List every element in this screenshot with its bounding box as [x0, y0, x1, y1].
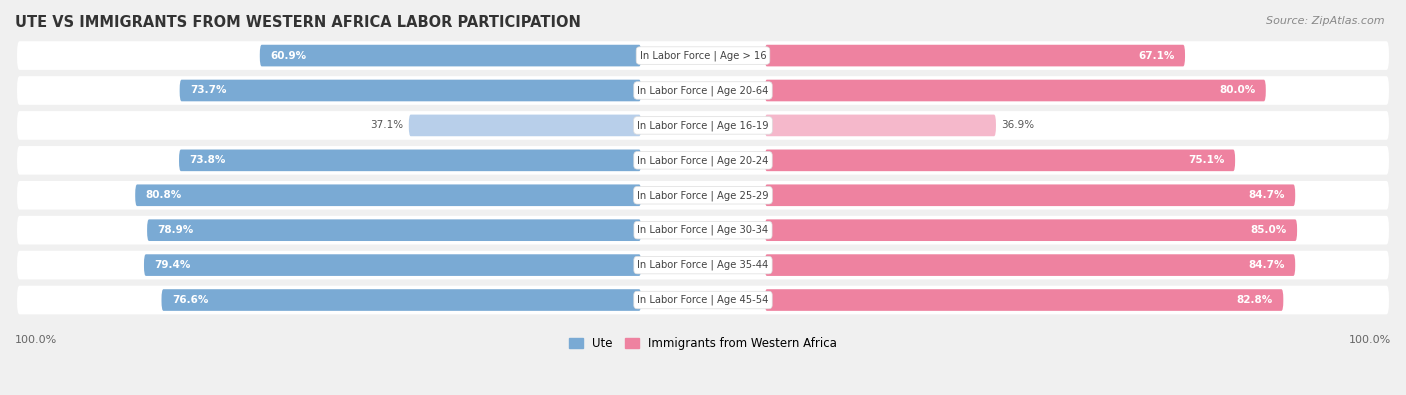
Legend: Ute, Immigrants from Western Africa: Ute, Immigrants from Western Africa: [562, 331, 844, 356]
FancyBboxPatch shape: [765, 80, 1265, 102]
Text: 67.1%: 67.1%: [1139, 51, 1174, 60]
Text: 80.8%: 80.8%: [146, 190, 181, 200]
Text: 36.9%: 36.9%: [1001, 120, 1035, 130]
Text: 75.1%: 75.1%: [1188, 155, 1225, 166]
Text: UTE VS IMMIGRANTS FROM WESTERN AFRICA LABOR PARTICIPATION: UTE VS IMMIGRANTS FROM WESTERN AFRICA LA…: [15, 15, 581, 30]
FancyBboxPatch shape: [162, 289, 641, 311]
Text: In Labor Force | Age 45-54: In Labor Force | Age 45-54: [637, 295, 769, 305]
FancyBboxPatch shape: [17, 216, 1389, 245]
FancyBboxPatch shape: [17, 111, 1389, 140]
Text: In Labor Force | Age 20-24: In Labor Force | Age 20-24: [637, 155, 769, 166]
FancyBboxPatch shape: [180, 80, 641, 102]
FancyBboxPatch shape: [17, 181, 1389, 210]
Text: In Labor Force | Age 25-29: In Labor Force | Age 25-29: [637, 190, 769, 201]
Text: In Labor Force | Age > 16: In Labor Force | Age > 16: [640, 50, 766, 61]
FancyBboxPatch shape: [260, 45, 641, 66]
Text: 84.7%: 84.7%: [1249, 260, 1285, 270]
FancyBboxPatch shape: [143, 254, 641, 276]
Text: 73.7%: 73.7%: [190, 85, 226, 96]
Text: In Labor Force | Age 30-34: In Labor Force | Age 30-34: [637, 225, 769, 235]
FancyBboxPatch shape: [17, 146, 1389, 175]
FancyBboxPatch shape: [17, 251, 1389, 279]
Text: 84.7%: 84.7%: [1249, 190, 1285, 200]
Text: 80.0%: 80.0%: [1219, 85, 1256, 96]
FancyBboxPatch shape: [765, 150, 1234, 171]
Text: 100.0%: 100.0%: [1348, 335, 1391, 345]
Text: In Labor Force | Age 20-64: In Labor Force | Age 20-64: [637, 85, 769, 96]
Text: 73.8%: 73.8%: [190, 155, 226, 166]
Text: 85.0%: 85.0%: [1250, 225, 1286, 235]
FancyBboxPatch shape: [765, 289, 1284, 311]
Text: 37.1%: 37.1%: [370, 120, 404, 130]
FancyBboxPatch shape: [765, 184, 1295, 206]
FancyBboxPatch shape: [17, 286, 1389, 314]
FancyBboxPatch shape: [765, 45, 1185, 66]
Text: Source: ZipAtlas.com: Source: ZipAtlas.com: [1267, 16, 1385, 26]
Text: 82.8%: 82.8%: [1237, 295, 1272, 305]
Text: In Labor Force | Age 35-44: In Labor Force | Age 35-44: [637, 260, 769, 270]
Text: 78.9%: 78.9%: [157, 225, 194, 235]
FancyBboxPatch shape: [765, 219, 1298, 241]
FancyBboxPatch shape: [17, 76, 1389, 105]
Text: 60.9%: 60.9%: [270, 51, 307, 60]
FancyBboxPatch shape: [135, 184, 641, 206]
Text: 100.0%: 100.0%: [15, 335, 58, 345]
FancyBboxPatch shape: [17, 41, 1389, 70]
FancyBboxPatch shape: [765, 115, 995, 136]
Text: 76.6%: 76.6%: [172, 295, 208, 305]
FancyBboxPatch shape: [179, 150, 641, 171]
Text: 79.4%: 79.4%: [155, 260, 191, 270]
FancyBboxPatch shape: [148, 219, 641, 241]
FancyBboxPatch shape: [409, 115, 641, 136]
Text: In Labor Force | Age 16-19: In Labor Force | Age 16-19: [637, 120, 769, 131]
FancyBboxPatch shape: [765, 254, 1295, 276]
